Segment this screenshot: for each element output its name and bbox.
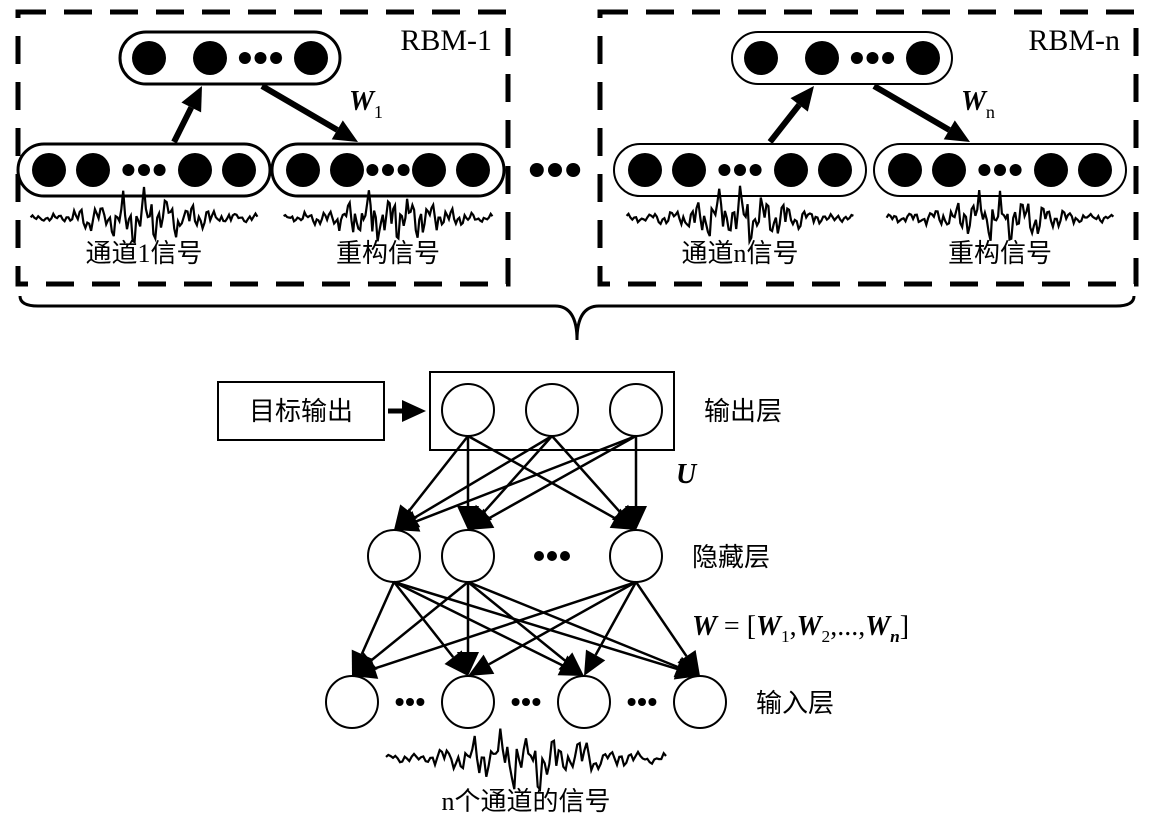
rbm-title: RBM-n [1028, 24, 1120, 57]
signal-label: 重构信号 [336, 239, 440, 268]
hidden-layer-label: 隐藏层 [692, 543, 770, 572]
output-node [526, 384, 578, 436]
target-output-label: 目标输出 [249, 397, 353, 426]
weight-label: Wn [961, 86, 995, 122]
u-label: U [676, 459, 698, 490]
bottom-signal-label: n个通道的信号 [441, 787, 610, 816]
rbm-title: RBM-1 [400, 24, 492, 57]
curly-brace [20, 296, 1134, 340]
w-equation-label: W = [W1,W2,...,Wn] [692, 611, 909, 646]
signal-label: 通道n信号 [681, 239, 798, 268]
output-layer-label: 输出层 [704, 397, 782, 426]
signal-label: 重构信号 [948, 239, 1052, 268]
output-node [442, 384, 494, 436]
input-node [326, 676, 378, 728]
hidden-node [610, 530, 662, 582]
input-node [442, 676, 494, 728]
input-node [674, 676, 726, 728]
hidden-node [442, 530, 494, 582]
hidden-node [368, 530, 420, 582]
weight-label: W1 [349, 86, 383, 122]
input-layer-label: 输入层 [756, 689, 834, 718]
output-node [610, 384, 662, 436]
input-node [558, 676, 610, 728]
signal-label: 通道1信号 [85, 239, 202, 268]
